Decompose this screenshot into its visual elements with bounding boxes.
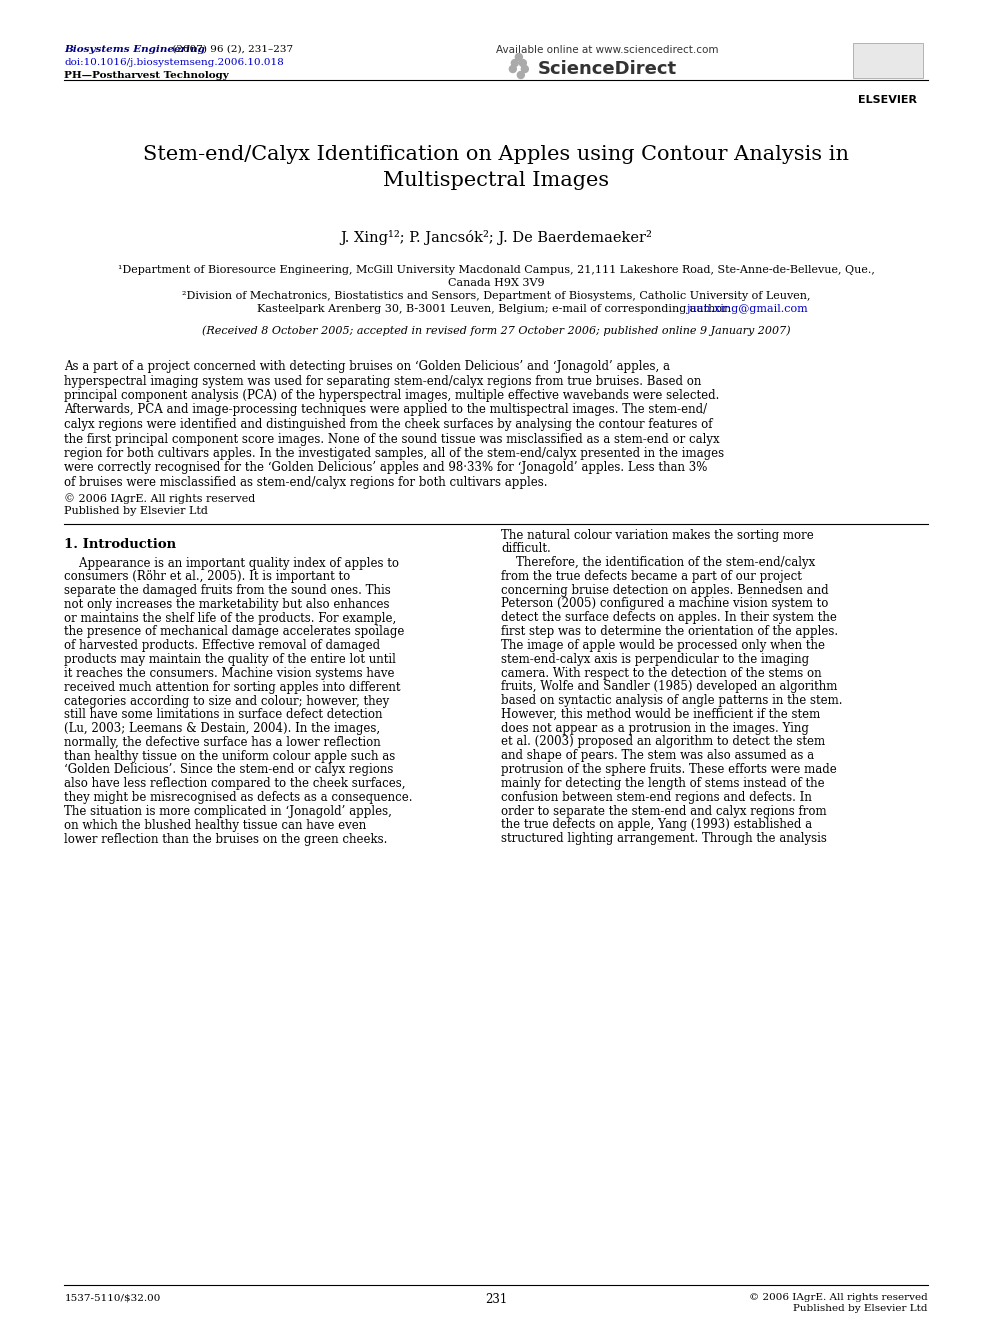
Text: Biosystems Engineering: Biosystems Engineering <box>64 45 205 54</box>
Circle shape <box>522 66 529 73</box>
Text: Stem-end/Calyx Identification on Apples using Contour Analysis in: Stem-end/Calyx Identification on Apples … <box>143 146 849 164</box>
Text: were correctly recognised for the ‘Golden Delicious’ apples and 98·33% for ‘Jona: were correctly recognised for the ‘Golde… <box>64 462 708 475</box>
Circle shape <box>511 60 519 66</box>
Text: 231: 231 <box>485 1293 507 1306</box>
Text: Canada H9X 3V9: Canada H9X 3V9 <box>447 278 545 288</box>
Circle shape <box>518 71 525 78</box>
Text: still have some limitations in surface defect detection: still have some limitations in surface d… <box>64 708 383 721</box>
Text: Published by Elsevier Ltd: Published by Elsevier Ltd <box>793 1304 928 1312</box>
Text: from the true defects became a part of our project: from the true defects became a part of o… <box>501 570 802 583</box>
Text: As a part of a project concerned with detecting bruises on ‘Golden Delicious’ an: As a part of a project concerned with de… <box>64 360 671 373</box>
Text: not only increases the marketability but also enhances: not only increases the marketability but… <box>64 598 390 611</box>
Text: juan.xing@gmail.com: juan.xing@gmail.com <box>686 304 808 314</box>
Bar <box>853 44 923 78</box>
Circle shape <box>520 60 527 66</box>
Text: the first principal component score images. None of the sound tissue was misclas: the first principal component score imag… <box>64 433 720 446</box>
Text: © 2006 IAgrE. All rights reserved: © 2006 IAgrE. All rights reserved <box>64 493 256 504</box>
Text: the presence of mechanical damage accelerates spoilage: the presence of mechanical damage accele… <box>64 626 405 639</box>
Text: Multispectral Images: Multispectral Images <box>383 171 609 191</box>
Text: The natural colour variation makes the sorting more: The natural colour variation makes the s… <box>501 528 813 541</box>
Text: categories according to size and colour; however, they: categories according to size and colour;… <box>64 695 390 708</box>
Text: Appearance is an important quality index of apples to: Appearance is an important quality index… <box>64 557 400 569</box>
Text: hyperspectral imaging system was used for separating stem-end/calyx regions from: hyperspectral imaging system was used fo… <box>64 374 702 388</box>
Text: The image of apple would be processed only when the: The image of apple would be processed on… <box>501 639 825 652</box>
Text: fruits, Wolfe and Sandler (1985) developed an algorithm: fruits, Wolfe and Sandler (1985) develop… <box>501 680 837 693</box>
Text: difficult.: difficult. <box>501 542 551 556</box>
Text: does not appear as a protrusion in the images. Ying: does not appear as a protrusion in the i… <box>501 722 808 734</box>
Text: lower reflection than the bruises on the green cheeks.: lower reflection than the bruises on the… <box>64 832 388 845</box>
Text: first step was to determine the orientation of the apples.: first step was to determine the orientat… <box>501 624 838 638</box>
Text: Published by Elsevier Ltd: Published by Elsevier Ltd <box>64 507 208 516</box>
Text: doi:10.1016/j.biosystemseng.2006.10.018: doi:10.1016/j.biosystemseng.2006.10.018 <box>64 58 285 67</box>
Text: Kasteelpark Arenberg 30, B-3001 Leuven, Belgium; e-mail of corresponding author:: Kasteelpark Arenberg 30, B-3001 Leuven, … <box>257 304 735 314</box>
Text: on which the blushed healthy tissue can have even: on which the blushed healthy tissue can … <box>64 819 367 832</box>
Text: the true defects on apple, Yang (1993) established a: the true defects on apple, Yang (1993) e… <box>501 819 812 831</box>
Text: Peterson (2005) configured a machine vision system to: Peterson (2005) configured a machine vis… <box>501 598 828 610</box>
Text: (Lu, 2003; Leemans & Destain, 2004). In the images,: (Lu, 2003; Leemans & Destain, 2004). In … <box>64 722 381 736</box>
Text: normally, the defective surface has a lower reflection: normally, the defective surface has a lo… <box>64 736 381 749</box>
Text: also have less reflection compared to the cheek surfaces,: also have less reflection compared to th… <box>64 778 406 790</box>
Text: detect the surface defects on apples. In their system the: detect the surface defects on apples. In… <box>501 611 837 624</box>
Circle shape <box>509 66 517 73</box>
Text: ScienceDirect: ScienceDirect <box>538 60 677 78</box>
Text: (2007) 96 (2), 231–237: (2007) 96 (2), 231–237 <box>170 45 294 54</box>
Text: principal component analysis (PCA) of the hyperspectral images, multiple effecti: principal component analysis (PCA) of th… <box>64 389 720 402</box>
Text: However, this method would be inefficient if the stem: However, this method would be inefficien… <box>501 708 820 721</box>
Text: ²Division of Mechatronics, Biostatistics and Sensors, Department of Biosystems, : ²Division of Mechatronics, Biostatistics… <box>182 291 810 302</box>
Text: structured lighting arrangement. Through the analysis: structured lighting arrangement. Through… <box>501 832 827 845</box>
Text: et al. (2003) proposed an algorithm to detect the stem: et al. (2003) proposed an algorithm to d… <box>501 736 825 749</box>
Text: it reaches the consumers. Machine vision systems have: it reaches the consumers. Machine vision… <box>64 667 395 680</box>
Text: PH—Postharvest Technology: PH—Postharvest Technology <box>64 71 229 79</box>
Text: products may maintain the quality of the entire lot until: products may maintain the quality of the… <box>64 654 397 665</box>
Text: they might be misrecognised as defects as a consequence.: they might be misrecognised as defects a… <box>64 791 413 804</box>
Circle shape <box>515 53 523 61</box>
Text: received much attention for sorting apples into different: received much attention for sorting appl… <box>64 681 401 693</box>
Text: concerning bruise detection on apples. Bennedsen and: concerning bruise detection on apples. B… <box>501 583 828 597</box>
Text: © 2006 IAgrE. All rights reserved: © 2006 IAgrE. All rights reserved <box>749 1293 928 1302</box>
Text: calyx regions were identified and distinguished from the cheek surfaces by analy: calyx regions were identified and distin… <box>64 418 713 431</box>
Text: consumers (Röhr et al., 2005). It is important to: consumers (Röhr et al., 2005). It is imp… <box>64 570 351 583</box>
Text: The situation is more complicated in ‘Jonagold’ apples,: The situation is more complicated in ‘Jo… <box>64 804 393 818</box>
Text: stem-end-calyx axis is perpendicular to the imaging: stem-end-calyx axis is perpendicular to … <box>501 652 809 665</box>
Text: camera. With respect to the detection of the stems on: camera. With respect to the detection of… <box>501 667 821 680</box>
Text: region for both cultivars apples. In the investigated samples, all of the stem-e: region for both cultivars apples. In the… <box>64 447 724 460</box>
Text: Afterwards, PCA and image-processing techniques were applied to the multispectra: Afterwards, PCA and image-processing tec… <box>64 404 707 417</box>
Text: Available online at www.sciencedirect.com: Available online at www.sciencedirect.co… <box>496 45 718 56</box>
Text: ELSEVIER: ELSEVIER <box>858 95 918 105</box>
Text: mainly for detecting the length of stems instead of the: mainly for detecting the length of stems… <box>501 777 824 790</box>
Text: of bruises were misclassified as stem-end/calyx regions for both cultivars apple: of bruises were misclassified as stem-en… <box>64 476 548 490</box>
Text: ‘Golden Delicious’. Since the stem-end or calyx regions: ‘Golden Delicious’. Since the stem-end o… <box>64 763 394 777</box>
Text: and shape of pears. The stem was also assumed as a: and shape of pears. The stem was also as… <box>501 749 814 762</box>
Text: or maintains the shelf life of the products. For example,: or maintains the shelf life of the produ… <box>64 611 397 624</box>
Text: ¹Department of Bioresource Engineering, McGill University Macdonald Campus, 21,1: ¹Department of Bioresource Engineering, … <box>118 265 874 275</box>
Text: J. Xing¹²; P. Jancsók²; J. De Baerdemaeker²: J. Xing¹²; P. Jancsók²; J. De Baerdemaek… <box>340 230 652 245</box>
Text: 1537-5110/$32.00: 1537-5110/$32.00 <box>64 1293 161 1302</box>
Text: order to separate the stem-end and calyx regions from: order to separate the stem-end and calyx… <box>501 804 826 818</box>
Text: based on syntactic analysis of angle patterns in the stem.: based on syntactic analysis of angle pat… <box>501 695 842 706</box>
Text: Therefore, the identification of the stem-end/calyx: Therefore, the identification of the ste… <box>501 556 815 569</box>
Text: 1. Introduction: 1. Introduction <box>64 538 177 552</box>
Text: than healthy tissue on the uniform colour apple such as: than healthy tissue on the uniform colou… <box>64 750 396 762</box>
Text: confusion between stem-end regions and defects. In: confusion between stem-end regions and d… <box>501 791 811 803</box>
Text: (Received 8 October 2005; accepted in revised form 27 October 2006; published on: (Received 8 October 2005; accepted in re… <box>201 325 791 336</box>
Text: protrusion of the sphere fruits. These efforts were made: protrusion of the sphere fruits. These e… <box>501 763 837 777</box>
Text: of harvested products. Effective removal of damaged: of harvested products. Effective removal… <box>64 639 381 652</box>
Text: separate the damaged fruits from the sound ones. This: separate the damaged fruits from the sou… <box>64 583 391 597</box>
